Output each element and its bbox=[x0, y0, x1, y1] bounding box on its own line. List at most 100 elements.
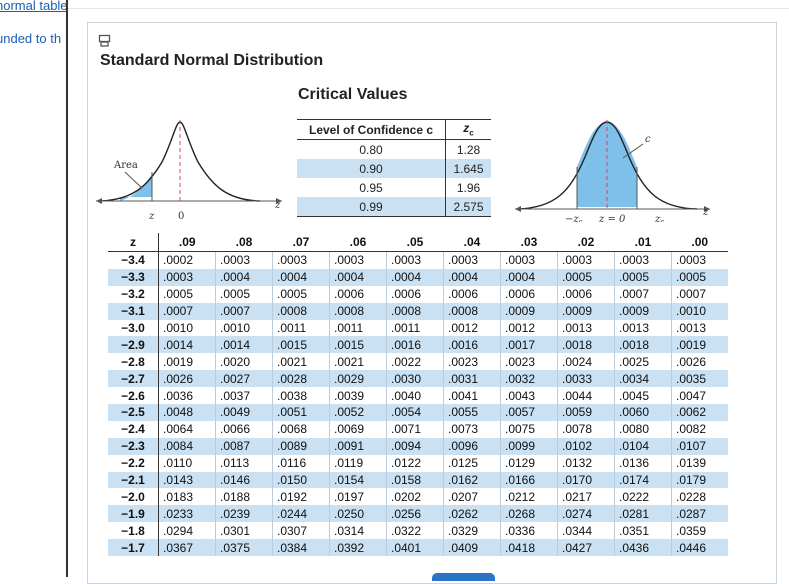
cell: .0044 bbox=[557, 387, 615, 405]
cell: .0002 bbox=[158, 251, 216, 269]
cell: .0029 bbox=[329, 370, 387, 388]
cell: .0336 bbox=[500, 522, 558, 540]
cell: .0003 bbox=[500, 251, 558, 269]
cell: −3.0 bbox=[108, 319, 159, 337]
label: z bbox=[148, 211, 155, 222]
cell: .0003 bbox=[158, 268, 216, 286]
cell: .0132 bbox=[557, 454, 615, 472]
cell: .0116 bbox=[272, 454, 330, 472]
cell: .0009 bbox=[614, 302, 672, 320]
text: c bbox=[579, 218, 583, 222]
cell: .0010 bbox=[215, 319, 273, 337]
cell: .0359 bbox=[671, 522, 728, 540]
cell: .0036 bbox=[158, 387, 216, 405]
cell: −2.2 bbox=[108, 454, 159, 472]
divider bbox=[66, 0, 68, 577]
header-cell: .02 bbox=[557, 233, 615, 252]
cell: .0436 bbox=[614, 539, 672, 557]
cell: .0025 bbox=[614, 353, 672, 371]
cell: .0062 bbox=[671, 404, 728, 421]
cell: .0051 bbox=[272, 404, 330, 421]
critical-values-table: Level of Confidence c zc 0.80 1.28 0.90 1.6… bbox=[297, 119, 491, 217]
cell: .0004 bbox=[443, 268, 501, 286]
cell: .0409 bbox=[443, 539, 501, 557]
cell: .0006 bbox=[443, 285, 501, 303]
row: −2.5.0048.0049.0051.0052.0054.0055.0057.… bbox=[108, 404, 728, 421]
cell: .0045 bbox=[614, 387, 672, 405]
cell: .0314 bbox=[329, 522, 387, 540]
cell: .0021 bbox=[272, 353, 330, 371]
cell: .0188 bbox=[215, 488, 273, 506]
cell: .0059 bbox=[557, 404, 615, 421]
cell: .0030 bbox=[386, 370, 444, 388]
cell: .0057 bbox=[500, 404, 558, 421]
label: c bbox=[645, 134, 651, 145]
row: −3.4.0002.0003.0003.0003.0003.0003.0003.… bbox=[108, 251, 728, 269]
row: −2.6.0036.0037.0038.0039.0040.0041.0043.… bbox=[108, 387, 728, 405]
cell: .0011 bbox=[272, 319, 330, 337]
cell: .0008 bbox=[443, 302, 501, 320]
cell: .0268 bbox=[500, 505, 558, 523]
cell: .0014 bbox=[215, 336, 273, 354]
cell: .0022 bbox=[386, 353, 444, 371]
left-graph: Area z 0 z bbox=[96, 120, 282, 222]
link[interactable]: normal table bbox=[0, 0, 68, 13]
cell: .0005 bbox=[557, 268, 615, 286]
row: −3.3.0003.0004.0004.0004.0004.0004.0004.… bbox=[108, 268, 728, 286]
cell: .0010 bbox=[671, 302, 728, 320]
text: z bbox=[654, 214, 661, 222]
cell: .0052 bbox=[329, 404, 387, 421]
cell: .0013 bbox=[557, 319, 615, 337]
cell: .0250 bbox=[329, 505, 387, 523]
cell: .0110 bbox=[158, 454, 216, 472]
row: −2.1.0143.0146.0150.0154.0158.0162.0166.… bbox=[108, 471, 728, 489]
cell: .0005 bbox=[215, 285, 273, 303]
header-cell: zc bbox=[445, 119, 491, 140]
header-cell: .09 bbox=[158, 233, 216, 252]
row: −2.9.0014.0014.0015.0015.0016.0016.0017.… bbox=[108, 336, 728, 354]
cell: .0005 bbox=[614, 268, 672, 286]
cell: .0183 bbox=[158, 488, 216, 506]
cell: .0020 bbox=[215, 353, 273, 371]
row: −3.2.0005.0005.0005.0006.0006.0006.0006.… bbox=[108, 285, 728, 303]
cell: .0375 bbox=[215, 539, 273, 557]
cell: .0054 bbox=[386, 404, 444, 421]
cell: .0329 bbox=[443, 522, 501, 540]
cell: .0015 bbox=[329, 336, 387, 354]
header-cell: .03 bbox=[500, 233, 558, 252]
cell: −3.3 bbox=[108, 268, 159, 286]
icon[interactable] bbox=[98, 34, 112, 48]
row: 0.99 2.575 bbox=[297, 197, 491, 217]
cell: −2.0 bbox=[108, 488, 159, 506]
row: −1.7.0367.0375.0384.0392.0401.0409.0418.… bbox=[108, 539, 728, 557]
cell: .0344 bbox=[557, 522, 615, 540]
cell: −1.8 bbox=[108, 522, 159, 540]
cell: .0004 bbox=[329, 268, 387, 286]
cell: .0091 bbox=[329, 437, 387, 455]
cell: .0027 bbox=[215, 370, 273, 388]
cell: .0202 bbox=[386, 488, 444, 506]
cell: .0125 bbox=[443, 454, 501, 472]
row: −2.4.0064.0066.0068.0069.0071.0073.0075.… bbox=[108, 420, 728, 438]
cell: .0158 bbox=[386, 471, 444, 489]
cell: .0146 bbox=[215, 471, 273, 489]
label: z bbox=[274, 200, 281, 211]
cell: .0170 bbox=[557, 471, 615, 489]
cell: −3.4 bbox=[108, 251, 159, 269]
cell: .0006 bbox=[329, 285, 387, 303]
cell: −1.9 bbox=[108, 505, 159, 523]
cell: .0207 bbox=[443, 488, 501, 506]
cell: .0154 bbox=[329, 471, 387, 489]
cell: .0024 bbox=[557, 353, 615, 371]
cell: .0003 bbox=[614, 251, 672, 269]
cell: .0032 bbox=[500, 370, 558, 388]
cell: .0026 bbox=[158, 370, 216, 388]
cell: .0136 bbox=[614, 454, 672, 472]
text: c bbox=[660, 218, 664, 222]
cell: .0392 bbox=[329, 539, 387, 557]
button[interactable] bbox=[432, 573, 495, 581]
snippet: unded to th bbox=[0, 31, 62, 46]
cell: .0013 bbox=[671, 319, 728, 337]
cell: 0.90 bbox=[297, 159, 446, 178]
row: −2.8.0019.0020.0021.0021.0022.0023.0023.… bbox=[108, 353, 728, 371]
